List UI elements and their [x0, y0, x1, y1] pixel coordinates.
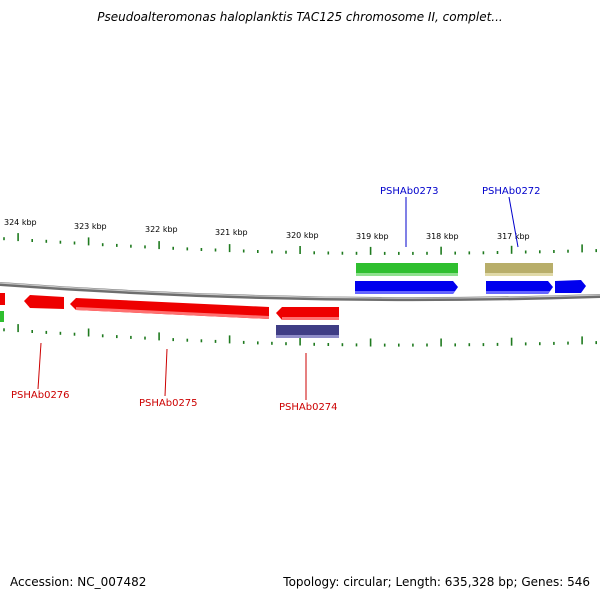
callout-line-PSHAb0276 — [37, 342, 42, 390]
tick-row-outer — [3, 233, 598, 255]
map-title: Pseudoalteromonas haloplanktis TAC125 ch… — [97, 10, 503, 24]
scale-label-318: 318 kbp — [426, 232, 459, 241]
gene-label-PSHAb0274[interactable]: PSHAb0274 — [279, 402, 338, 413]
gene-callouts — [37, 196, 519, 400]
gene-arrow-PSHAb0272-shade — [486, 291, 550, 294]
scale-label-324: 324 kbp — [4, 218, 37, 227]
tick-row-inner — [3, 324, 598, 347]
reverse-genes — [0, 293, 339, 338]
gene-arrow-PSHAb0273-shade — [355, 291, 455, 294]
gene-arrow-partial-left[interactable] — [0, 293, 5, 305]
forward-genes — [355, 263, 586, 294]
gene-label-PSHAb0272[interactable]: PSHAb0272 — [482, 186, 541, 197]
gene-arrow-PSHAb0276[interactable] — [24, 295, 64, 309]
gene-feature-green[interactable] — [356, 263, 458, 276]
callout-line-PSHAb0275 — [164, 348, 168, 397]
gene-arrow-PSHAb0272[interactable] — [486, 281, 553, 294]
scale-labels: 324 kbp 323 kbp 322 kbp 321 kbp 320 kbp … — [4, 218, 530, 241]
gene-feature-olive[interactable] — [485, 263, 553, 276]
gene-arrow-PSHAb0275-shade — [76, 307, 269, 319]
scale-label-321: 321 kbp — [215, 228, 248, 237]
scale-label-322: 322 kbp — [145, 225, 178, 234]
gene-arrow-PSHAb0274-shade — [282, 317, 339, 320]
gene-feature-purple-shade — [276, 335, 339, 338]
scale-label-323: 323 kbp — [74, 222, 107, 231]
gene-feature-olive-shade — [485, 273, 553, 276]
scale-label-317: 317 kbp — [497, 232, 530, 241]
scale-label-320: 320 kbp — [286, 231, 319, 240]
gene-label-PSHAb0276[interactable]: PSHAb0276 — [11, 390, 70, 401]
gene-arrow-PSHAb0274[interactable] — [276, 307, 339, 320]
gene-arrow-PSHAb0273[interactable] — [355, 281, 458, 294]
accession-text: Accession: NC_007482 — [10, 575, 147, 589]
gene-feature-green-partial[interactable] — [0, 311, 4, 322]
genome-summary-text: Topology: circular; Length: 635,328 bp; … — [283, 575, 590, 589]
gene-feature-purple[interactable] — [276, 325, 339, 338]
gene-arrow-next[interactable] — [555, 280, 586, 293]
gene-label-PSHAb0273[interactable]: PSHAb0273 — [380, 186, 439, 197]
gene-label-PSHAb0275[interactable]: PSHAb0275 — [139, 398, 198, 409]
chromosome-backbone — [0, 282, 600, 302]
gene-feature-green-shade — [356, 273, 458, 276]
gene-labels: PSHAb0273 PSHAb0272 PSHAb0276 PSHAb0275 … — [11, 186, 541, 413]
scale-label-319: 319 kbp — [356, 232, 389, 241]
chromosome-backbone-highlight — [0, 282, 600, 299]
callout-line-PSHAb0272 — [508, 196, 519, 248]
